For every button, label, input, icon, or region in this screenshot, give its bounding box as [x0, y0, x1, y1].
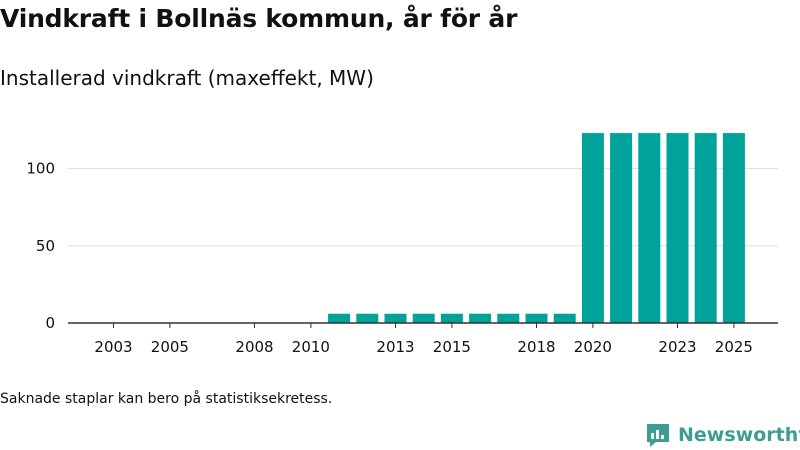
- x-tick-label: 2013: [376, 338, 414, 356]
- x-tick-label: 2005: [151, 338, 189, 356]
- bar-2025[interactable]: [722, 133, 745, 323]
- bar-2015[interactable]: [440, 313, 463, 323]
- y-tick-label: 0: [45, 314, 55, 332]
- bar-2019[interactable]: [553, 313, 576, 323]
- bar-2011[interactable]: [328, 313, 351, 323]
- y-tick-label: 50: [36, 237, 55, 255]
- bar-2017[interactable]: [497, 313, 520, 323]
- bar-2016[interactable]: [469, 313, 492, 323]
- bar-2020[interactable]: [581, 133, 604, 323]
- bar-2022[interactable]: [638, 133, 661, 323]
- y-tick-label: 100: [26, 160, 55, 178]
- newsworthy-brand[interactable]: Newsworthy: [644, 421, 800, 449]
- x-tick-label: 2008: [235, 338, 273, 356]
- bar-2021[interactable]: [610, 133, 633, 323]
- bar-2014[interactable]: [412, 313, 435, 323]
- bar-2012[interactable]: [356, 313, 379, 323]
- chart-subtitle: Installerad vindkraft (maxeffekt, MW): [0, 66, 374, 90]
- bar-2013[interactable]: [384, 313, 407, 323]
- x-tick-label: 2023: [658, 338, 696, 356]
- axes: 0 50 100 2003 2005 2008 2010 2013 2015 2018 2020 20…: [26, 160, 778, 356]
- bar-2023[interactable]: [666, 133, 689, 323]
- bar-2018[interactable]: [525, 313, 548, 323]
- x-tick-label: 2003: [94, 338, 132, 356]
- x-tick-label: 2010: [292, 338, 330, 356]
- chart-title: Vindkraft i Bollnäs kommun, år för år: [0, 4, 518, 33]
- x-tick-label: 2018: [517, 338, 555, 356]
- footnote: Saknade staplar kan bero på statistiksek…: [0, 391, 333, 407]
- brand-name: Newsworthy: [678, 424, 800, 446]
- x-tick-label: 2025: [715, 338, 753, 356]
- x-tick-label: 2015: [433, 338, 471, 356]
- newsworthy-logo-icon: [647, 424, 669, 447]
- bar-2024[interactable]: [694, 133, 717, 323]
- x-tick-label: 2020: [574, 338, 612, 356]
- bars: [328, 133, 745, 323]
